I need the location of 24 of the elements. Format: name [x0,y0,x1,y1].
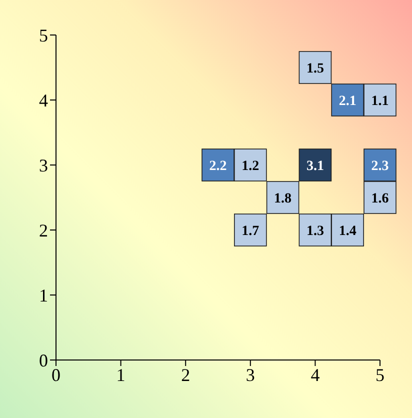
y-tick-label: 3 [39,155,48,176]
annotation: 1.2 [242,158,260,174]
y-tick-label: 1 [39,285,48,306]
annotation: 1.1 [371,94,389,109]
annotation: 3.1 [306,158,324,174]
annotation: 1.4 [338,224,356,239]
x-tick-label: 3 [246,364,255,385]
annotation: 1.7 [242,224,260,239]
y-tick-label: 2 [39,220,48,240]
x-tick-label: 5 [376,364,384,385]
annotation: 2.2 [209,158,227,174]
annotation: 2.1 [338,94,356,109]
x-tick-label: 2 [181,364,190,385]
x-tick-label: 0 [52,364,60,385]
y-tick-label: 5 [39,25,48,46]
annotation: 2.3 [371,158,389,174]
annotation: 1.5 [306,61,324,76]
annotation: 1.6 [371,191,389,206]
y-tick-label: 4 [39,90,48,110]
x-tick-label: 4 [310,364,320,385]
annotation: 1.3 [306,224,324,239]
y-tick-label: 0 [39,350,48,370]
annotation: 1.8 [274,191,292,206]
x-tick-label: 1 [116,364,126,385]
